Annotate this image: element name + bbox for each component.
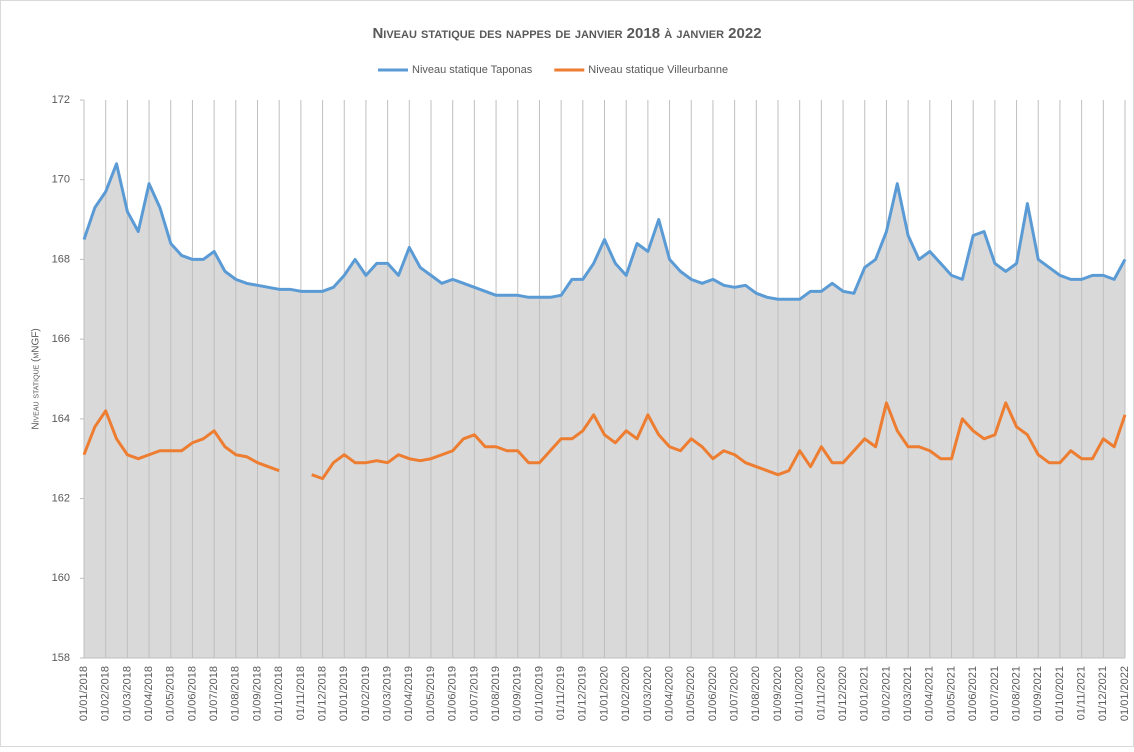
- x-tick-label: 01/04/2021: [924, 666, 936, 721]
- x-tick-label: 01/07/2021: [989, 666, 1001, 721]
- x-tick-label: 01/06/2020: [707, 666, 719, 721]
- y-tick-label: 164: [52, 413, 70, 425]
- line: [82, 401, 1127, 481]
- x-tick-label: 01/07/2020: [729, 666, 741, 721]
- x-tick-label: 01/02/2018: [100, 666, 112, 721]
- x-tick-label: 01/10/2019: [533, 666, 545, 721]
- x-tick-label: 01/11/2020: [815, 666, 827, 720]
- x-tick-label: 01/04/2020: [663, 666, 675, 721]
- x-tick-label: 01/08/2018: [230, 666, 242, 721]
- x-tick-label: 01/11/2021: [1076, 666, 1088, 720]
- x-tick-label: 01/11/2019: [555, 666, 567, 720]
- x-tick-label: 01/01/2021: [859, 666, 871, 721]
- x-tick-label: 01/03/2020: [642, 666, 654, 721]
- x-tick-label: 01/12/2019: [577, 666, 589, 721]
- x-tick-label: 01/05/2019: [425, 666, 437, 721]
- x-tick-label: 01/01/2019: [338, 666, 350, 721]
- x-tick-label: 01/05/2020: [685, 666, 697, 721]
- x-tick-label: 01/03/2018: [121, 666, 133, 721]
- x-tick-label: 01/06/2019: [447, 666, 459, 721]
- x-tick-label: 01/10/2018: [273, 666, 285, 721]
- x-tick-label: 01/02/2020: [620, 666, 632, 721]
- legend-label: Niveau statique Taponas: [412, 64, 533, 76]
- x-tick-label: 01/01/2020: [598, 666, 610, 721]
- x-tick-label: 01/08/2021: [1010, 666, 1022, 721]
- x-tick-label: 01/05/2018: [165, 666, 177, 721]
- x-tick-label: 01/08/2019: [490, 666, 502, 721]
- x-tick-label: 01/06/2018: [186, 666, 198, 721]
- x-tick-label: 01/07/2019: [468, 666, 480, 721]
- y-tick-label: 158: [52, 652, 70, 664]
- x-tick-label: 01/11/2018: [295, 666, 307, 720]
- y-tick-label: 170: [52, 174, 70, 186]
- legend: Niveau statique Taponas Niveau statique V…: [378, 64, 728, 76]
- x-tick-label: 01/12/2018: [316, 666, 328, 721]
- x-tick-label: 01/10/2021: [1054, 666, 1066, 721]
- x-tick-label: 01/02/2019: [360, 666, 372, 721]
- x-tick-label: 01/07/2018: [208, 666, 220, 721]
- x-tick-label: 01/01/2022: [1119, 666, 1131, 721]
- x-tick-label: 01/10/2020: [794, 666, 806, 721]
- x-tick-label: 01/04/2018: [143, 666, 155, 721]
- x-tick-label: 01/09/2020: [772, 666, 784, 721]
- line: [82, 162, 1127, 301]
- y-tick-label: 168: [52, 253, 70, 265]
- x-tick-label: 01/03/2019: [382, 666, 394, 721]
- x-tick-label: 01/09/2021: [1032, 666, 1044, 721]
- y-tick-label: 162: [52, 492, 70, 504]
- x-tick-label: 01/08/2020: [750, 666, 762, 721]
- y-tick-label: 160: [52, 572, 70, 584]
- x-tick-label: 01/09/2018: [251, 666, 263, 721]
- x-tick-label: 01/12/2021: [1097, 666, 1109, 721]
- x-tick-label: 01/06/2021: [967, 666, 979, 721]
- x-tick-label: 01/02/2021: [880, 666, 892, 721]
- x-tick-label: 01/04/2019: [403, 666, 415, 721]
- legend-label: Niveau statique Villeurbanne: [588, 64, 728, 76]
- x-tick-label: 01/09/2019: [512, 666, 524, 721]
- y-axis-label: Niveau statique (mNGF): [31, 328, 42, 429]
- x-tick-label: 01/03/2021: [902, 666, 914, 721]
- x-tick-label: 01/01/2018: [78, 666, 90, 721]
- y-tick-label: 166: [52, 333, 70, 345]
- x-tick-label: 01/05/2021: [945, 666, 957, 721]
- y-tick-label: 172: [52, 94, 70, 106]
- x-tick-label: 01/12/2020: [837, 666, 849, 721]
- chart-title: Niveau statique des nappes de janvier 20…: [372, 25, 761, 42]
